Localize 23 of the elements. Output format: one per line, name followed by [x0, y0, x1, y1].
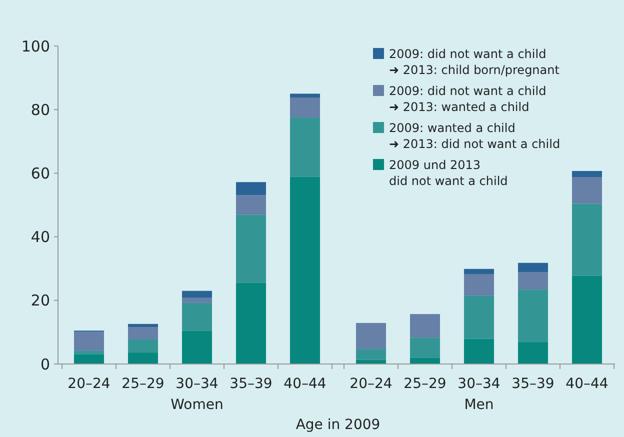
legend-label: 2009 und 2013 did not want a child	[389, 158, 508, 188]
legend-label: 2009: did not want a child ➜ 2013: wanted a child	[389, 84, 546, 114]
y-tick-label: 0	[40, 355, 50, 374]
legend-label: 2009: did not want a child ➜ 2013: child born/pregnant	[389, 47, 560, 77]
x-tick-label: 40–44	[284, 376, 326, 392]
x-tick-label: 25–29	[122, 376, 164, 392]
y-tick-label: 100	[21, 37, 50, 56]
y-tick-label: 80	[30, 100, 50, 119]
y-tick-label: 60	[30, 164, 50, 182]
y-tick-label: 20	[30, 292, 50, 310]
x-tick-label: 20–24	[350, 376, 392, 392]
x-tick-label: 30–34	[458, 376, 500, 392]
x-tick-label: 40–44	[566, 376, 608, 392]
x-tick-label: 35–39	[230, 376, 272, 392]
y-tick-label: 40	[30, 228, 50, 246]
x-tick-label: 25–29	[404, 376, 446, 392]
text: Women	[170, 397, 224, 413]
x-tick-label: 20–24	[68, 376, 110, 392]
x-axis-title: Age in 2009	[296, 417, 380, 433]
x-tick-label: 30–34	[176, 376, 218, 392]
legend-label: 2009: wanted a child ➜ 2013: did not want a child	[389, 121, 560, 151]
text: Men	[464, 397, 494, 413]
x-tick-label: 35–39	[512, 376, 554, 392]
